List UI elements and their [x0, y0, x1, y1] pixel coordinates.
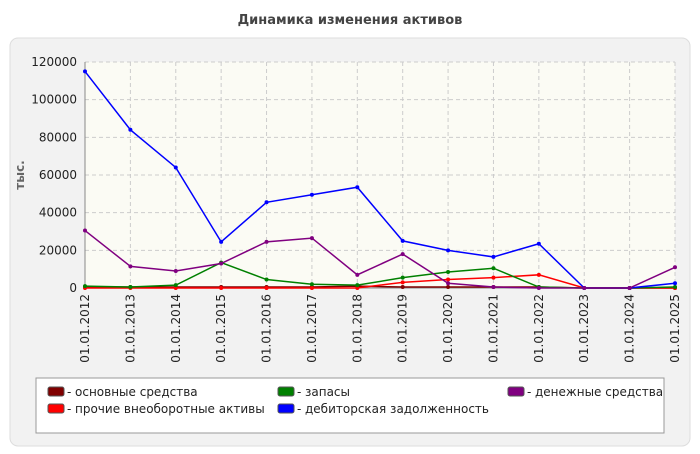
x-tick-label: 01.01.2015: [214, 294, 228, 363]
point: [219, 239, 224, 244]
x-tick-label: 01.01.2019: [396, 294, 410, 363]
legend-swatch: [47, 403, 65, 414]
x-tick-label: 01.01.2014: [169, 294, 183, 363]
point: [673, 285, 677, 290]
point: [446, 269, 451, 274]
x-tick-label: 01.01.2018: [350, 294, 364, 363]
point: [83, 69, 87, 74]
y-axis-label: тыс.: [13, 160, 27, 189]
point: [400, 275, 405, 280]
point: [128, 127, 133, 132]
legend-swatch: [47, 386, 65, 397]
x-tick-label: 01.01.2023: [577, 294, 591, 363]
point: [491, 266, 496, 271]
y-tick-label: 100000: [31, 93, 77, 107]
legend-label: прочие внеоборотные активы: [75, 402, 265, 416]
y-tick-label: 120000: [31, 55, 77, 69]
point: [673, 265, 677, 270]
point: [83, 228, 87, 233]
point: [219, 286, 224, 290]
y-tick-label: 40000: [39, 206, 77, 220]
x-tick-label: 01.01.2017: [305, 294, 319, 363]
point: [400, 280, 405, 285]
x-tick-label: 01.01.2013: [123, 294, 137, 363]
series-line: [84, 70, 676, 289]
point: [355, 283, 360, 288]
point: [400, 238, 405, 243]
point: [264, 286, 269, 290]
point: [491, 254, 496, 259]
point: [264, 239, 269, 244]
y-tick-label: 0: [69, 281, 77, 295]
x-tick-label: 01.01.2024: [623, 294, 637, 363]
legend-dash: -: [527, 385, 531, 399]
x-tick-label: 01.01.2022: [532, 294, 546, 363]
legend-label: запасы: [305, 385, 350, 399]
legend-label: денежные средства: [535, 385, 663, 399]
point: [264, 200, 269, 205]
point: [173, 165, 178, 170]
point: [173, 269, 178, 274]
point: [536, 286, 541, 290]
x-tick-label: 01.01.2016: [260, 294, 274, 363]
series-line: [85, 274, 675, 289]
point: [173, 283, 178, 288]
point: [355, 286, 360, 290]
point: [446, 281, 451, 286]
legend-label: основные средства: [75, 385, 198, 399]
point: [673, 281, 677, 286]
point: [264, 277, 269, 282]
point: [536, 272, 541, 277]
point: [400, 285, 405, 290]
point: [309, 282, 314, 287]
point: [83, 284, 87, 289]
chart-title: Динамика изменения активов: [238, 13, 463, 28]
point: [491, 285, 496, 290]
x-tick-label: 01.01.2021: [486, 294, 500, 363]
y-tick-label: 20000: [39, 243, 77, 257]
point: [173, 286, 178, 290]
x-tick-label: 01.01.2020: [441, 294, 455, 363]
x-tick-label: 01.01.2012: [78, 294, 92, 363]
point: [128, 264, 133, 269]
point: [446, 285, 451, 290]
legend-dash: -: [297, 385, 301, 399]
legend-label: дебиторская задолженность: [305, 402, 489, 416]
point: [536, 241, 541, 246]
point: [582, 286, 587, 290]
point: [446, 248, 451, 253]
point: [491, 275, 496, 280]
point: [355, 185, 360, 190]
point: [309, 192, 314, 197]
point: [309, 286, 314, 290]
legend-swatch: [507, 386, 525, 397]
legend-dash: -: [67, 402, 71, 416]
y-tick-label: 60000: [39, 168, 77, 182]
point: [446, 277, 451, 282]
series-line: [84, 229, 676, 289]
point: [400, 252, 405, 257]
point: [219, 261, 224, 266]
y-tick-label: 80000: [39, 130, 77, 144]
legend-swatch: [277, 386, 295, 397]
legend-dash: -: [297, 402, 301, 416]
x-tick-label: 01.01.2025: [668, 294, 682, 363]
point: [128, 285, 133, 290]
legend-dash: -: [67, 385, 71, 399]
legend-swatch: [277, 403, 295, 414]
point: [627, 286, 632, 290]
point: [309, 236, 314, 241]
point: [355, 272, 360, 277]
legend: [35, 377, 665, 434]
